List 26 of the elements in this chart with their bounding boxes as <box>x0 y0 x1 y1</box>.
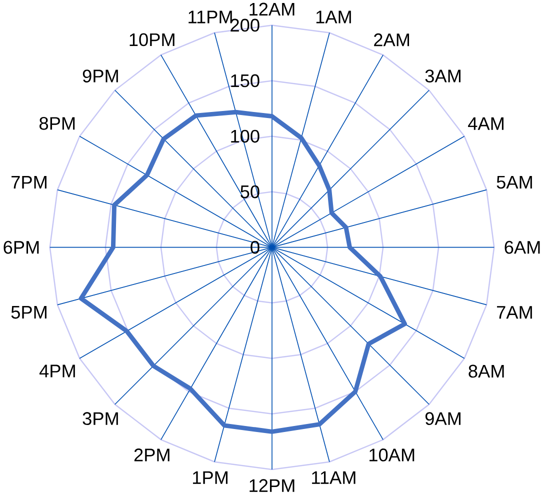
spoke-label: 12PM <box>250 479 294 492</box>
spoke-label: 7AM <box>497 306 532 319</box>
spoke-label: 12AM <box>250 2 294 16</box>
spoke-label: 9PM <box>82 70 118 83</box>
spoke-label: 9AM <box>425 412 460 426</box>
spoke-label: 1PM <box>193 472 228 484</box>
spoke-label: 3AM <box>425 70 460 83</box>
spoke-label: 8AM <box>468 364 504 378</box>
spoke-label: 6PM <box>4 241 39 254</box>
spoke-label: 8PM <box>40 117 75 130</box>
spoke-label: 5AM <box>496 176 532 189</box>
spoke-label: 7PM <box>12 176 46 189</box>
y-tick-label: 150 <box>231 74 260 88</box>
spoke-label: 4PM <box>39 364 75 378</box>
spoke-label: 3PM <box>82 412 118 426</box>
spoke-label: 10PM <box>130 33 174 46</box>
spoke-label: 2PM <box>134 448 170 462</box>
spoke-label: 5PM <box>11 306 46 319</box>
spoke-label: 2AM <box>374 34 410 46</box>
spoke-label: 1AM <box>316 10 351 24</box>
spoke-label: 6AM <box>504 241 540 254</box>
spoke-label: 10AM <box>370 448 414 462</box>
spoke-label: 11PM <box>188 10 232 24</box>
y-tick-label: 200 <box>230 18 260 32</box>
spoke-label: 4AM <box>468 118 504 130</box>
spoke-label: 11AM <box>312 472 356 484</box>
